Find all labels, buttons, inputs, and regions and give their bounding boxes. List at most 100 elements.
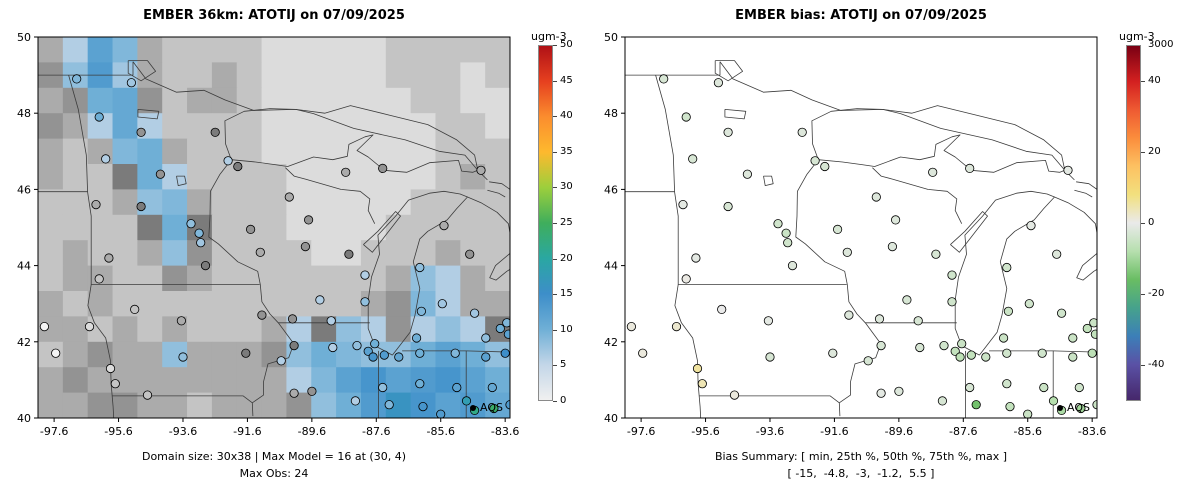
station-marker xyxy=(671,321,682,332)
raster-cell xyxy=(112,113,138,140)
left-colorbar-units-label: ugm-3 xyxy=(531,30,567,43)
raster-cell xyxy=(162,62,188,89)
station-marker xyxy=(328,342,338,353)
station-marker xyxy=(105,363,116,374)
aqs-dot-icon xyxy=(470,405,476,411)
raster-cell xyxy=(336,392,362,418)
raster-cell xyxy=(311,87,337,114)
raster-cell xyxy=(385,37,412,63)
raster-cell xyxy=(211,392,238,418)
station-marker xyxy=(155,169,165,179)
station-marker xyxy=(1089,318,1097,328)
station-marker xyxy=(51,348,61,358)
colorbar-tick xyxy=(553,329,557,331)
bias-map-layer xyxy=(625,60,1097,418)
map-boundary-line xyxy=(1054,196,1097,234)
station-marker xyxy=(481,352,491,362)
raster-cell xyxy=(187,87,213,114)
station-marker xyxy=(965,382,975,393)
station-marker xyxy=(890,215,901,225)
raster-cell xyxy=(261,113,288,140)
raster-cell xyxy=(336,214,362,241)
raster-cell xyxy=(236,62,263,89)
raster-cell xyxy=(137,240,163,267)
raster-cell xyxy=(112,189,138,216)
station-marker xyxy=(1026,221,1036,231)
map-boundary-line xyxy=(467,196,510,234)
y-axis-tick-label: 44 xyxy=(604,260,618,273)
station-marker xyxy=(378,382,388,393)
raster-cell xyxy=(460,367,486,394)
y-axis-tick-label: 44 xyxy=(17,260,31,273)
x-axis-tick-label: -87.6 xyxy=(949,425,977,438)
raster-cell xyxy=(311,240,337,267)
raster-cell xyxy=(38,37,64,63)
raster-cell xyxy=(236,113,263,140)
raster-cell xyxy=(137,37,163,63)
colorbar-tick-label: 0 xyxy=(560,395,567,406)
station-marker xyxy=(832,224,843,234)
raster-cell xyxy=(162,87,188,114)
raster-cell xyxy=(187,164,213,190)
raster-cell xyxy=(435,265,461,292)
station-marker xyxy=(481,333,491,343)
raster-cell xyxy=(162,113,188,140)
raster-cell xyxy=(385,367,412,394)
right-aqs-legend: AQS xyxy=(1057,401,1090,414)
raster-cell xyxy=(38,87,64,114)
raster-cell xyxy=(311,392,337,418)
raster-cell xyxy=(162,164,188,190)
raster-cell xyxy=(236,189,263,216)
raster-cell xyxy=(360,240,387,267)
left-panel-title: EMBER 36km: ATOTIJ on 07/09/2025 xyxy=(143,8,405,23)
station-marker xyxy=(289,340,299,351)
raster-cell xyxy=(62,341,89,368)
raster-cell xyxy=(460,113,486,140)
raster-cell xyxy=(410,138,437,165)
raster-cell xyxy=(261,214,288,241)
station-marker xyxy=(384,400,394,410)
station-marker xyxy=(1063,165,1073,175)
station-marker xyxy=(176,316,186,326)
station-marker xyxy=(787,260,798,271)
station-marker xyxy=(200,260,211,271)
raster-cell xyxy=(236,37,263,63)
station-marker xyxy=(723,127,733,137)
station-marker xyxy=(255,247,265,257)
station-marker xyxy=(902,295,912,305)
station-marker xyxy=(998,333,1009,343)
colorbar-tick xyxy=(553,187,557,189)
raster-cell xyxy=(137,138,163,165)
station-marker xyxy=(350,396,360,406)
map-boundary-line xyxy=(811,105,1066,173)
raster-cell xyxy=(410,214,437,241)
raster-cell xyxy=(38,214,64,241)
raster-cell xyxy=(460,265,486,292)
station-marker xyxy=(91,200,101,210)
left-aqs-legend: AQS xyxy=(470,401,503,414)
station-marker xyxy=(820,161,830,172)
station-marker xyxy=(874,314,885,324)
y-axis-tick-label: 50 xyxy=(17,31,31,44)
raster-cell xyxy=(137,316,163,343)
x-axis-tick-label: -95.6 xyxy=(104,425,132,438)
raster-cell xyxy=(236,291,263,317)
station-marker xyxy=(307,386,317,396)
raster-cell xyxy=(385,316,412,343)
station-marker xyxy=(287,314,298,324)
colorbar-tick-label: 3000 xyxy=(1148,39,1174,50)
station-marker xyxy=(1087,348,1097,358)
raster-cell xyxy=(38,265,64,292)
station-marker xyxy=(1003,306,1014,316)
raster-cell xyxy=(187,62,213,89)
station-marker xyxy=(810,156,820,166)
raster-cell xyxy=(211,291,238,317)
raster-cell xyxy=(38,138,64,165)
raster-cell xyxy=(211,341,238,368)
station-marker xyxy=(971,400,981,410)
colorbar-tick-label: 50 xyxy=(560,39,573,50)
station-marker xyxy=(638,348,648,358)
station-marker xyxy=(502,318,510,328)
map-boundary-line xyxy=(795,159,882,404)
